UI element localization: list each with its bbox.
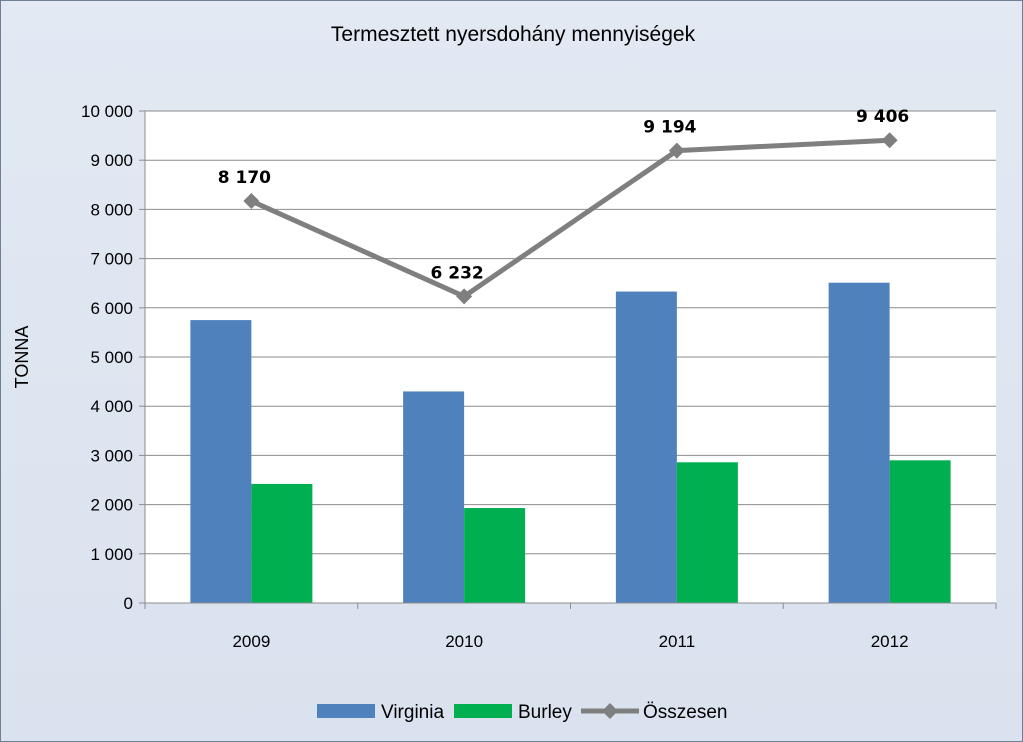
point-osszesen-2011 [668, 142, 685, 159]
bar-series [190, 282, 951, 603]
y-tick-label: 3 000 [90, 446, 133, 465]
legend-label: Összesen [643, 702, 727, 723]
bar-burley-2009 [251, 483, 313, 603]
bar-virginia-2012 [828, 282, 890, 603]
x-tick-label: 2009 [232, 632, 270, 651]
y-axis-label: TONNA [12, 326, 32, 389]
legend-marker-diamond [602, 703, 618, 719]
y-tick-label: 7 000 [90, 250, 133, 269]
bar-virginia-2009 [190, 320, 252, 603]
bar-virginia-2010 [403, 391, 465, 603]
y-tick-label: 2 000 [90, 496, 133, 515]
y-tick-label: 0 [124, 594, 133, 613]
point-osszesen-2012 [881, 132, 898, 149]
legend: Virginia Burley Összesen [317, 702, 727, 723]
axes: 0 1 000 2 000 3 000 4 000 5 000 6 000 7 000 8 00… [81, 102, 997, 651]
y-tick-label: 5 000 [90, 348, 133, 367]
legend-swatch-virginia [317, 704, 375, 718]
y-tick-label: 4 000 [90, 397, 133, 416]
legend-label: Virginia [381, 702, 444, 723]
x-tick-label: 2011 [659, 632, 696, 651]
y-tick-label: 10 000 [81, 102, 133, 121]
bar-burley-2010 [464, 508, 526, 603]
y-tick-label: 6 000 [90, 299, 133, 318]
data-label-osszesen: 8 170 [218, 168, 271, 188]
legend-label: Burley [518, 702, 572, 723]
point-osszesen-2009 [243, 193, 260, 210]
chart-title: Termesztett nyersdohány mennyiségek [331, 23, 696, 46]
data-labels: 8 170 6 232 9 194 9 406 [218, 107, 909, 283]
line-osszesen [250, 137, 890, 299]
x-tick-label: 2010 [445, 632, 483, 651]
data-label-osszesen: 6 232 [431, 263, 484, 283]
bar-burley-2011 [676, 462, 738, 603]
gridlines [145, 110, 996, 555]
y-tick-label: 1 000 [90, 545, 133, 564]
data-label-osszesen: 9 194 [643, 118, 696, 138]
y-tick-label: 9 000 [90, 151, 133, 170]
bar-burley-2012 [889, 460, 951, 603]
y-tick-label: 8 000 [90, 200, 133, 219]
x-tick-label: 2012 [871, 632, 909, 651]
data-label-osszesen: 9 406 [856, 107, 909, 127]
point-osszesen-2010 [456, 288, 473, 305]
line-series [243, 132, 898, 305]
legend-swatch-burley [454, 704, 512, 718]
bar-virginia-2011 [615, 291, 677, 603]
